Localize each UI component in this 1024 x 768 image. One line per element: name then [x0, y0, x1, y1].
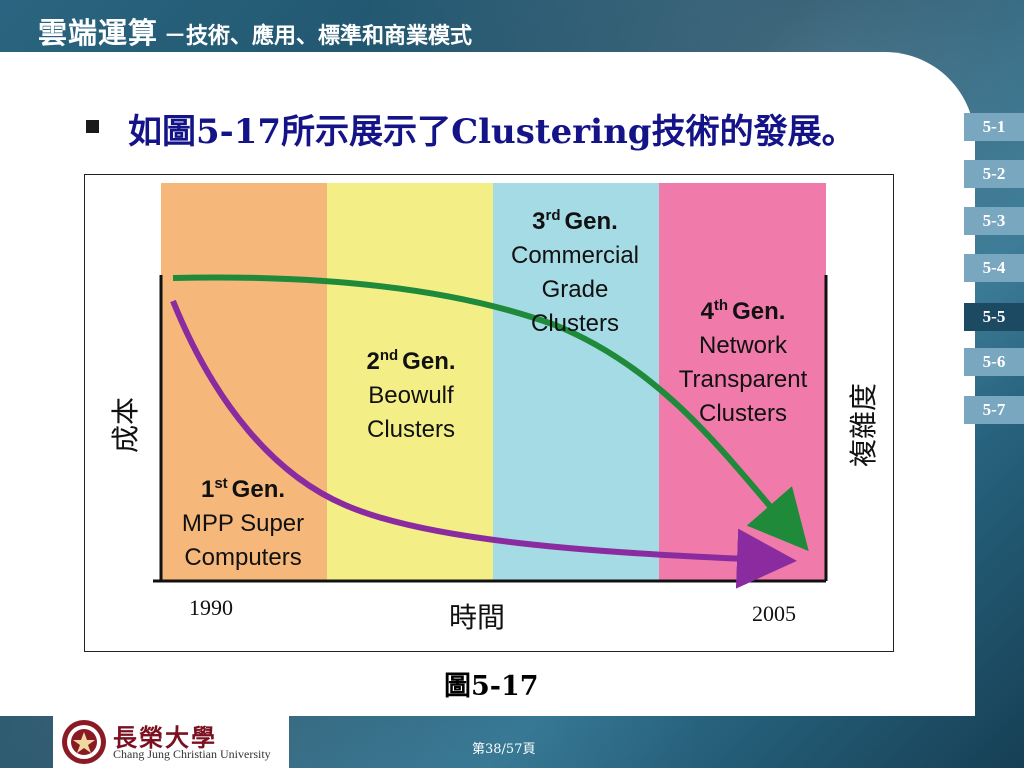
gen4-line-1: Network: [699, 332, 788, 359]
gen4-heading: 4th Gen.: [701, 297, 786, 325]
gen1-band: [161, 183, 327, 581]
complexity-curve: [172, 274, 809, 552]
gen3-line-2: Grade: [542, 276, 609, 303]
bullet-square-icon: [86, 120, 99, 133]
nav-item-5-1[interactable]: 5-1: [962, 113, 1024, 141]
x-end-label: 2005: [752, 601, 796, 626]
gen2-line-1: Beowulf: [368, 382, 454, 409]
gen1-line-1: MPP Super: [182, 510, 304, 537]
bullet-text: 如圖5-17所示展示了Clustering技術的發展。: [128, 112, 856, 152]
figure-caption: 圖5-17: [444, 671, 539, 702]
nav-item-5-2[interactable]: 5-2: [962, 160, 1024, 188]
gen4-line-2: Transparent: [679, 366, 808, 393]
gen2-line-2: Clusters: [367, 416, 455, 443]
university-name-zh: 長榮大學: [113, 723, 217, 752]
y-axis-label: 成本: [109, 397, 142, 453]
nav-item-5-3[interactable]: 5-3: [962, 207, 1024, 235]
nav-item-5-4[interactable]: 5-4: [962, 254, 1024, 282]
nav-item-5-7[interactable]: 5-7: [962, 396, 1024, 424]
gen1-heading: 1st Gen.: [201, 475, 285, 503]
university-seal-icon: [62, 720, 106, 764]
slide-header-title: 雲端運算 －技術、應用、標準和商業模式: [38, 10, 472, 50]
nav-item-5-6[interactable]: 5-6: [962, 348, 1024, 376]
x-start-label: 1990: [189, 595, 233, 620]
nav-item-5-5[interactable]: 5-5: [962, 303, 1024, 331]
cost-curve: [170, 299, 797, 589]
gen4-line-3: Clusters: [699, 400, 787, 427]
x-axis-label: 時間: [449, 601, 505, 634]
header-title-sub: －技術、應用、標準和商業模式: [164, 24, 473, 49]
gen2-heading: 2nd Gen.: [366, 347, 455, 375]
gen3-line-3: Clusters: [531, 310, 619, 337]
gen1-line-2: Computers: [184, 544, 301, 571]
gen3-line-1: Commercial: [511, 242, 639, 269]
clustering-diagram: 1st Gen. MPP Super Computers 2nd Gen. Beow…: [109, 183, 880, 634]
header-title-main: 雲端運算: [38, 16, 159, 50]
gen3-band: [493, 183, 659, 581]
y2-axis-label: 複雜度: [847, 383, 880, 467]
gen3-heading: 3rd Gen.: [532, 207, 618, 235]
gen2-band: [327, 183, 493, 581]
university-logo: 長榮大學 Chang Jung Christian University: [53, 716, 289, 768]
page-number: 第38/57頁: [472, 742, 536, 757]
clustering-evolution-figure: 1st Gen. MPP Super Computers 2nd Gen. Beow…: [84, 174, 894, 652]
university-name-en: Chang Jung Christian University: [113, 747, 271, 761]
